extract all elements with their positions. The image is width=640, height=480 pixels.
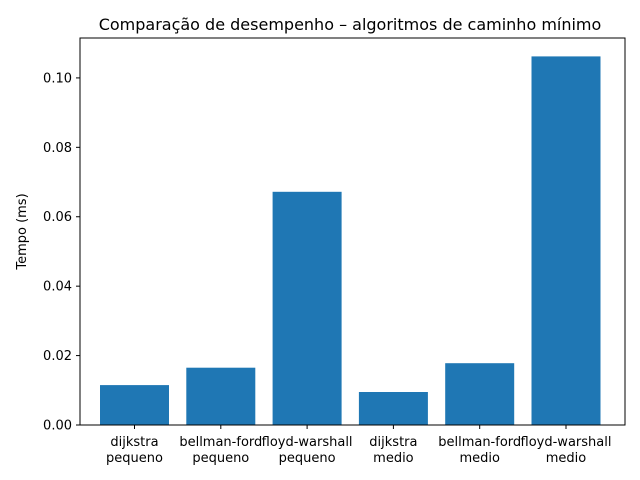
x-tick-label-5-0: floyd-warshall — [521, 435, 612, 450]
x-tick-label-2-0: floyd-warshall — [262, 435, 353, 450]
chart-title: Comparação de desempenho – algoritmos de… — [99, 15, 602, 34]
x-tick-label-3-0: dijkstra — [369, 435, 417, 450]
plot-frame — [79, 37, 626, 426]
bar-4 — [445, 363, 515, 425]
y-tick-label-0: 0.00 — [43, 419, 72, 434]
y-tick-label-1: 0.02 — [43, 349, 72, 364]
bar-3 — [358, 392, 428, 425]
y-tick-label-5: 0.10 — [43, 71, 72, 86]
x-tick-label-0-0: dijkstra — [110, 435, 158, 450]
y-tick-label-3: 0.06 — [43, 210, 72, 225]
x-tick-label-1-0: bellman-ford — [179, 435, 262, 450]
x-tick-label-1-1: pequeno — [192, 451, 249, 466]
y-tick-label-2: 0.04 — [43, 280, 72, 295]
x-tick-label-4-0: bellman-ford — [438, 435, 521, 450]
x-tick-label-2-1: pequeno — [279, 451, 336, 466]
x-tick-label-5-1: medio — [546, 451, 587, 466]
x-tick-label-0-1: pequeno — [106, 451, 163, 466]
x-tick-label-4-1: medio — [459, 451, 500, 466]
x-tick-label-3-1: medio — [373, 451, 414, 466]
bar-2 — [272, 191, 342, 425]
bar-1 — [186, 367, 256, 425]
y-tick-label-4: 0.08 — [43, 141, 72, 156]
y-axis-label: Tempo (ms) — [15, 193, 30, 270]
bars-group — [100, 56, 601, 426]
x-axis-ticks: dijkstrapequenobellman-fordpequenofloyd-… — [106, 425, 611, 466]
y-axis-ticks: 0.00 0.02 0.04 0.06 0.08 0.10 — [43, 71, 80, 434]
bar-0 — [100, 385, 169, 425]
bar-5 — [531, 56, 601, 426]
